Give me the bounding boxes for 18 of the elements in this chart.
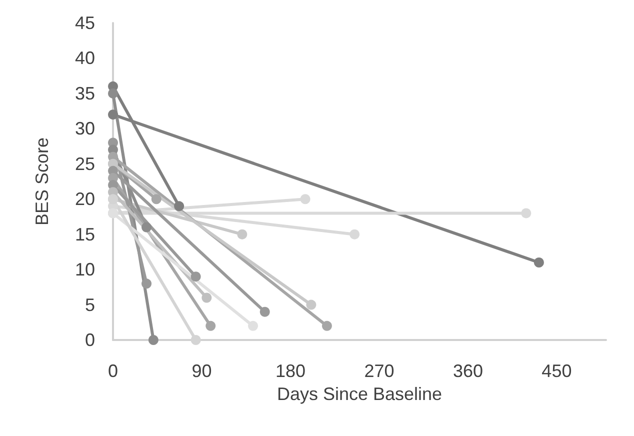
y-tick-label: 10 <box>74 260 95 280</box>
y-axis-title: BES Score <box>32 137 52 226</box>
y-tick-label: 5 <box>84 294 95 315</box>
y-tick-label: 45 <box>74 13 95 33</box>
x-tick-label: 360 <box>452 361 483 381</box>
x-axis-title: Days Since Baseline <box>276 384 442 404</box>
x-tick-label: 450 <box>542 361 572 381</box>
x-tick-label: 0 <box>108 361 118 381</box>
x-tick-label: 270 <box>364 361 394 381</box>
y-tick-label: 15 <box>74 224 95 244</box>
x-tick-label: 180 <box>275 361 306 381</box>
y-tick-label: 0 <box>84 330 95 350</box>
y-tick-label: 20 <box>74 189 95 210</box>
y-tick-label: 30 <box>74 118 95 139</box>
y-tick-label: 40 <box>74 48 95 68</box>
x-tick-label: 90 <box>192 361 212 381</box>
y-tick-label: 35 <box>74 83 95 104</box>
y-tick-label: 25 <box>74 154 95 174</box>
